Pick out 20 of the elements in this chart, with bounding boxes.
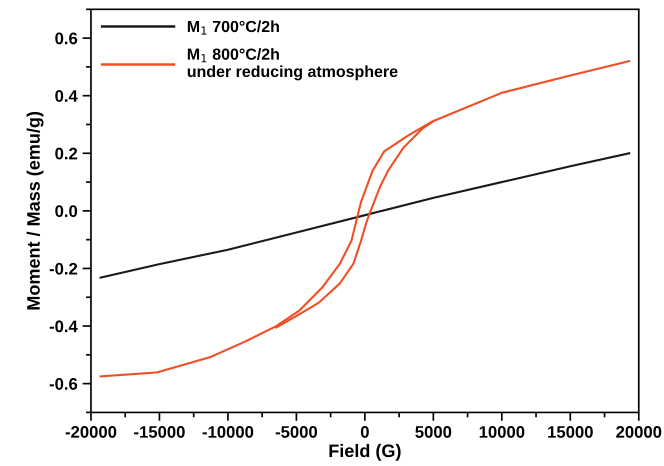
x-tick-label: 15000	[548, 426, 593, 438]
x-tick-label: -10000	[202, 426, 254, 438]
x-axis-title: Field (G)	[329, 444, 401, 461]
y-tick-label: -0.4	[50, 320, 78, 332]
y-tick-label: -0.6	[50, 378, 78, 390]
x-tick-label: -5000	[276, 426, 318, 438]
legend-label: M$_{1}$ 700°C/2h	[188, 20, 279, 35]
y-axis-title: Moment / Mass (emu/g)	[26, 112, 44, 310]
legend-label: M$_{1}$ 800°C/2h under reducing atmosphere	[188, 48, 398, 80]
x-tick-label: -20000	[66, 426, 116, 438]
y-tick-label: -0.2	[50, 262, 78, 275]
x-tick-label: 20000	[616, 426, 662, 438]
y-tick-label: 0.6	[55, 32, 78, 44]
x-tick-label: 10000	[480, 426, 524, 438]
x-tick-label: -15000	[134, 426, 185, 438]
x-tick-label: 5000	[415, 426, 452, 438]
y-tick-label: 0.2	[55, 148, 78, 160]
y-tick-label: 0.4	[55, 90, 78, 102]
x-tick-label: 0	[360, 426, 369, 438]
y-tick-label: 0.0	[55, 205, 78, 218]
